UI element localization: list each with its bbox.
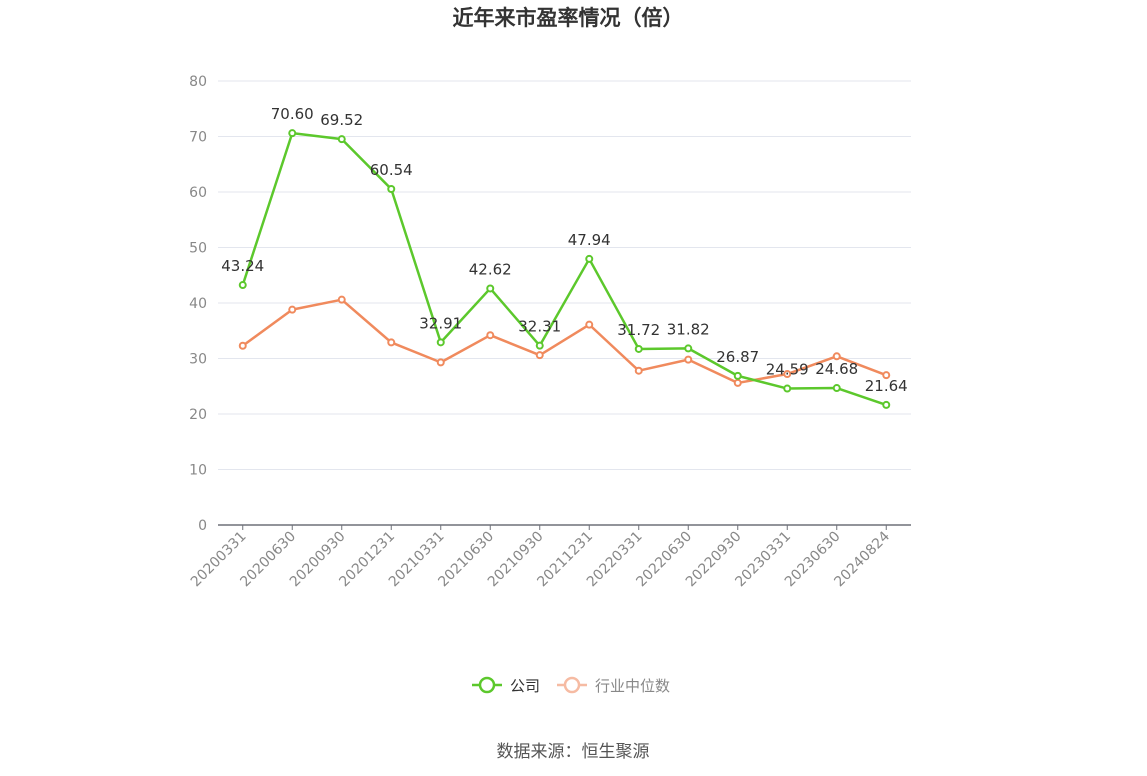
- company-point: [882, 400, 891, 409]
- data-source-note: 数据来源：恒生聚源: [497, 742, 650, 762]
- industry-median-point: [535, 351, 544, 360]
- legend-label: 行业中位数: [595, 677, 670, 695]
- y-tick-label: 0: [198, 518, 207, 534]
- company-point: [486, 284, 495, 293]
- y-tick-label: 10: [189, 463, 207, 479]
- legend-marker-icon: [563, 676, 581, 694]
- chart-title: 近年来市盈率情况（倍）: [453, 6, 684, 30]
- company-data-label: 31.82: [667, 320, 710, 338]
- industry-median-point: [337, 295, 346, 304]
- company-data-label: 24.59: [766, 361, 809, 379]
- company-point: [634, 344, 643, 353]
- y-tick-label: 30: [189, 352, 207, 368]
- industry-median-point: [436, 358, 445, 367]
- grid-lines: [218, 80, 911, 470]
- industry-median-point: [288, 305, 297, 314]
- company-data-label: 32.31: [518, 318, 561, 336]
- industry-median-line: [242, 298, 887, 385]
- industry-median-point: [486, 331, 495, 340]
- y-tick-label: 50: [189, 241, 207, 257]
- company-point: [337, 135, 346, 144]
- company-data-label: 47.94: [568, 231, 611, 249]
- y-axis: 0 10 20 30 40 50 60 70 80: [189, 74, 207, 534]
- company-point: [288, 129, 297, 138]
- company-point: [832, 384, 841, 393]
- company-data-label: 21.64: [865, 377, 908, 395]
- industry-median-point: [684, 355, 693, 364]
- industry-median-point: [832, 352, 841, 361]
- company-point: [733, 371, 742, 380]
- legend[interactable]: 公司 行业中位数: [472, 676, 670, 695]
- industry-median-point: [783, 370, 792, 379]
- company-point: [783, 384, 792, 393]
- company-data-label: 69.52: [320, 111, 363, 129]
- company-data-label: 24.68: [815, 360, 858, 378]
- company-point: [684, 344, 693, 353]
- x-axis: 2020033120200630202009302020123120210331…: [188, 524, 911, 590]
- company-line: [241, 131, 887, 407]
- industry-median-point: [238, 341, 247, 350]
- legend-item-industry-median[interactable]: 行业中位数: [557, 676, 670, 695]
- industry-median-point: [882, 371, 891, 380]
- company-data-label: 31.72: [617, 321, 660, 339]
- y-tick-label: 70: [189, 130, 207, 146]
- series-layer: [238, 129, 891, 409]
- industry-median-point: [634, 366, 643, 375]
- company-point: [238, 281, 247, 290]
- y-tick-label: 80: [189, 74, 207, 90]
- legend-item-company[interactable]: 公司: [472, 676, 540, 695]
- y-tick-label: 20: [189, 407, 207, 423]
- industry-median-point: [585, 320, 594, 329]
- company-point: [535, 341, 544, 350]
- company-data-label: 26.87: [716, 348, 759, 366]
- y-tick-label: 40: [189, 296, 207, 312]
- company-point: [387, 185, 396, 194]
- company-point: [436, 338, 445, 347]
- company-data-label: 32.91: [419, 314, 462, 332]
- company-data-label: 60.54: [370, 161, 413, 179]
- company-data-label: 70.60: [271, 105, 314, 123]
- data-labels: 43.24 70.60 69.52 60.54 32.91 42.62 32.31 47.94…: [221, 105, 907, 395]
- company-data-label: 42.62: [469, 260, 512, 278]
- y-tick-label: 60: [189, 185, 207, 201]
- industry-median-point: [387, 338, 396, 347]
- industry-median-point: [733, 378, 742, 387]
- legend-label: 公司: [510, 677, 540, 695]
- company-point: [585, 254, 594, 263]
- legend-marker-icon: [478, 676, 496, 694]
- company-data-label: 43.24: [221, 257, 264, 275]
